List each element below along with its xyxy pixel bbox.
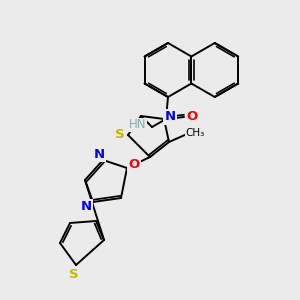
Text: S: S xyxy=(69,268,79,281)
Text: O: O xyxy=(128,158,140,170)
Text: N: N xyxy=(93,148,105,160)
Text: N: N xyxy=(164,110,175,124)
Text: N: N xyxy=(80,200,92,214)
Text: CH₃: CH₃ xyxy=(185,128,205,138)
Text: HN: HN xyxy=(128,118,146,131)
Text: O: O xyxy=(186,110,198,122)
Text: S: S xyxy=(115,128,125,142)
